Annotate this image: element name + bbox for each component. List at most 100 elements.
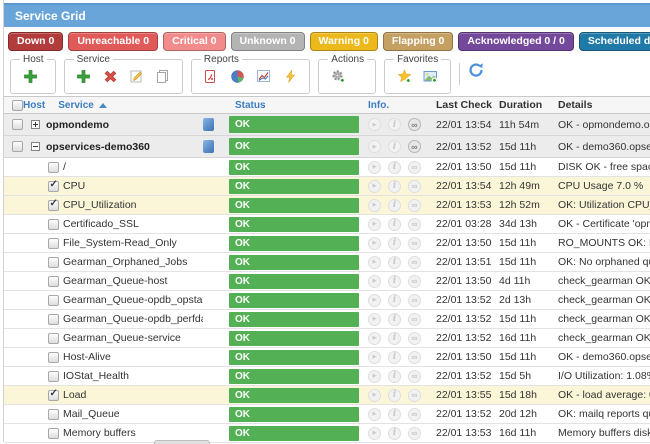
column-header-duration[interactable]: Duration [499,99,558,111]
link-icon[interactable]: ∞ [408,389,421,402]
info-icon[interactable]: i [388,140,401,153]
add-host-icon[interactable] [22,68,38,84]
row-checkbox[interactable] [12,141,23,152]
status-filter-flapping[interactable]: Flapping 0 [383,32,454,51]
link-icon[interactable]: ∞ [408,275,421,288]
service-row[interactable]: CPU_Utilization OK ▶ i ∞ 22/01 13:53 12h… [4,196,650,215]
status-badge[interactable]: OK [229,255,359,270]
link-icon[interactable]: ∞ [408,218,421,231]
row-checkbox[interactable] [48,219,59,230]
service-row[interactable]: Gearman_Queue-opdb_opstatus OK ▶ i ∞ 22/… [4,291,650,310]
status-badge[interactable]: OK [229,116,359,133]
row-checkbox[interactable] [48,409,59,420]
trend-icon[interactable]: ▶ [368,389,381,402]
trend-icon[interactable]: ▶ [368,218,381,231]
link-icon[interactable]: ∞ [408,140,421,153]
info-icon[interactable]: i [388,218,401,231]
row-checkbox[interactable] [48,314,59,325]
info-icon[interactable]: i [388,161,401,174]
host-row[interactable]: opservices-demo360 OK ▶ i ∞ 22/01 13:52 … [4,136,650,158]
info-icon[interactable]: i [388,237,401,250]
delete-service-icon[interactable] [102,68,118,84]
clone-service-icon[interactable] [155,68,171,84]
row-checkbox[interactable] [48,257,59,268]
status-badge[interactable]: OK [229,198,359,213]
service-row[interactable]: Gearman_Queue-service OK ▶ i ∞ 22/01 13:… [4,329,650,348]
pagination-button-partial[interactable] [154,440,210,444]
link-icon[interactable]: ∞ [408,180,421,193]
info-icon[interactable]: i [388,389,401,402]
status-filter-unknown[interactable]: Unknown 0 [231,32,305,51]
link-icon[interactable]: ∞ [408,427,421,440]
trend-icon[interactable]: ▶ [368,199,381,212]
info-icon[interactable]: i [388,408,401,421]
refresh-icon[interactable] [468,62,484,78]
event-report-icon[interactable] [282,68,298,84]
trend-icon[interactable]: ▶ [368,118,381,131]
status-badge[interactable]: OK [229,236,359,251]
status-badge[interactable]: OK [229,388,359,403]
row-checkbox[interactable] [48,352,59,363]
trend-icon[interactable]: ▶ [368,370,381,383]
status-badge[interactable]: OK [229,369,359,384]
service-row[interactable]: Host-Alive OK ▶ i ∞ 22/01 13:50 15d 11h … [4,348,650,367]
row-checkbox[interactable] [48,390,59,401]
info-icon[interactable]: i [388,427,401,440]
trend-icon[interactable]: ▶ [368,180,381,193]
row-checkbox[interactable] [48,428,59,439]
info-icon[interactable]: i [388,370,401,383]
service-row[interactable]: Mail_Queue OK ▶ i ∞ 22/01 13:52 20d 12h … [4,405,650,424]
add-favorite-star-icon[interactable] [396,68,412,84]
trend-icon[interactable]: ▶ [368,427,381,440]
status-filter-critical[interactable]: Critical 0 [163,32,225,51]
row-checkbox[interactable] [48,295,59,306]
info-icon[interactable]: i [388,294,401,307]
service-row[interactable]: Certificado_SSL OK ▶ i ∞ 22/01 03:28 34d… [4,215,650,234]
link-icon[interactable]: ∞ [408,237,421,250]
link-icon[interactable]: ∞ [408,199,421,212]
info-icon[interactable]: i [388,256,401,269]
add-favorite-view-icon[interactable] [423,68,439,84]
row-checkbox[interactable] [48,371,59,382]
select-all-checkbox[interactable] [12,100,23,111]
info-icon[interactable]: i [388,313,401,326]
expand-toggle-icon[interactable] [31,142,40,151]
row-checkbox[interactable] [12,119,23,130]
info-icon[interactable]: i [388,199,401,212]
host-row[interactable]: opmondemo OK ▶ i ∞ 22/01 13:54 11h 54m O… [4,114,650,136]
info-icon[interactable]: i [388,351,401,364]
column-header-last-check[interactable]: Last Check [436,99,499,111]
actions-gear-icon[interactable] [330,68,346,84]
status-badge[interactable]: OK [229,274,359,289]
trend-icon[interactable]: ▶ [368,313,381,326]
column-header-details[interactable]: Details [558,99,650,111]
link-icon[interactable]: ∞ [408,118,421,131]
status-filter-warning[interactable]: Warning 0 [310,32,378,51]
column-header-info[interactable]: Info. [362,100,436,111]
trend-icon[interactable]: ▶ [368,275,381,288]
status-badge[interactable]: OK [229,217,359,232]
info-icon[interactable]: i [388,332,401,345]
service-row[interactable]: / OK ▶ i ∞ 22/01 13:50 15d 11h DISK OK -… [4,158,650,177]
trend-icon[interactable]: ▶ [368,161,381,174]
graph-report-icon[interactable] [256,68,272,84]
trend-icon[interactable]: ▶ [368,351,381,364]
status-badge[interactable]: OK [229,160,359,175]
status-filter-scheduled-downtime[interactable]: Scheduled downtime 0 / 0 [579,32,650,51]
status-badge[interactable]: OK [229,426,359,441]
trend-icon[interactable]: ▶ [368,140,381,153]
row-checkbox[interactable] [48,162,59,173]
column-header-service[interactable]: Service [58,100,107,111]
link-icon[interactable]: ∞ [408,161,421,174]
status-filter-acknowledged[interactable]: Acknowledged 0 / 0 [458,32,573,51]
add-service-icon[interactable] [76,68,92,84]
link-icon[interactable]: ∞ [408,256,421,269]
service-row[interactable]: CPU OK ▶ i ∞ 22/01 13:54 12h 49m CPU Usa… [4,177,650,196]
row-checkbox[interactable] [48,200,59,211]
service-row[interactable]: Memory buffers OK ▶ i ∞ 22/01 13:53 16d … [4,424,650,443]
link-icon[interactable]: ∞ [408,408,421,421]
service-row[interactable]: Gearman_Queue-host OK ▶ i ∞ 22/01 13:50 … [4,272,650,291]
status-badge[interactable]: OK [229,293,359,308]
link-icon[interactable]: ∞ [408,313,421,326]
trend-icon[interactable]: ▶ [368,256,381,269]
